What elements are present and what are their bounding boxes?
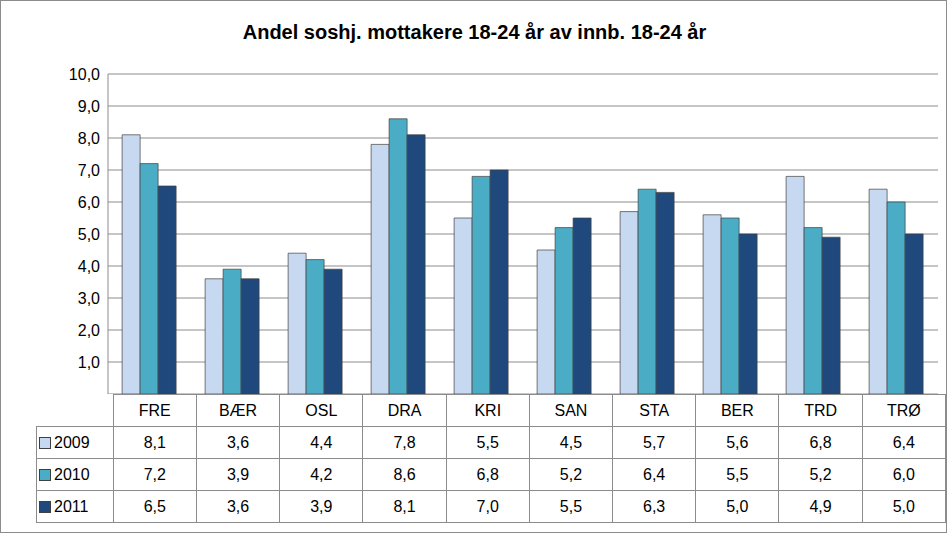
html-text:4,5: 4,5 [559,433,582,451]
html-text:6,0: 6,0 [892,465,915,483]
svg-text:3,0: 3,0 [78,290,100,307]
html-text:5,5: 5,5 [726,465,749,483]
svg-text:6,0: 6,0 [78,194,100,211]
html-text:8,1: 8,1 [143,433,166,451]
html-text:5,7: 5,7 [643,433,666,451]
html-text:3,9: 3,9 [310,497,333,515]
html-text:8,6: 8,6 [393,465,416,483]
html-text:6,4: 6,4 [643,465,666,483]
html-text:KRI: KRI [474,401,502,419]
html-text:BÆR: BÆR [218,401,258,419]
html-text:4,4: 4,4 [310,433,333,451]
html-text:3,6: 3,6 [226,433,250,451]
html-text:4,2: 4,2 [310,465,333,483]
html-text:5,5: 5,5 [559,497,582,515]
svg-text:-: - [95,386,100,394]
html-text:2010: 2010 [54,465,90,483]
svg-text:10,0: 10,0 [69,66,100,83]
html-text:7,8: 7,8 [393,433,416,451]
html-text:6,8: 6,8 [476,465,499,483]
svg-text:4,0: 4,0 [78,258,100,275]
html-text:6,5: 6,5 [143,497,166,515]
html-text:4,9: 4,9 [809,497,832,515]
html-text:5,5: 5,5 [476,433,499,451]
html-text:5,2: 5,2 [809,465,832,483]
html-text:5,2: 5,2 [559,465,582,483]
html-text:OSL: OSL [305,401,338,419]
svg-text:2,0: 2,0 [78,322,100,339]
html-text:8,1: 8,1 [393,497,416,515]
html-text:Andel soshj. mottakere 18-24 å: Andel soshj. mottakere 18-24 år av innb.… [242,21,707,43]
html-text:7,2: 7,2 [143,465,166,483]
html-text:6,4: 6,4 [892,433,915,451]
html-text:BER: BER [720,401,754,419]
svg-text:9,0: 9,0 [78,98,100,115]
html-text:STA: STA [639,401,670,419]
html-text:3,9: 3,9 [226,465,250,483]
html-text:6,8: 6,8 [809,433,832,451]
html-text:TRD: TRD [804,401,837,419]
html-text:2009: 2009 [54,433,90,451]
html-text:6,3: 6,3 [643,497,666,515]
html-text:5,6: 5,6 [726,433,749,451]
html-text:SAN: SAN [554,401,588,419]
svg-text:1,0: 1,0 [78,354,100,371]
svg-text:7,0: 7,0 [78,162,100,179]
html-text:5,0: 5,0 [892,497,915,515]
html-text:5,0: 5,0 [726,497,749,515]
html-text:FRE: FRE [138,401,171,419]
html-text:2011: 2011 [54,497,89,515]
svg-text:8,0: 8,0 [78,130,100,147]
html-text:TRØ: TRØ [887,401,921,419]
html-text:7,0: 7,0 [476,497,499,515]
html-text:3,6: 3,6 [226,497,250,515]
svg-text:5,0: 5,0 [78,226,100,243]
html-text:DRA: DRA [387,401,422,419]
